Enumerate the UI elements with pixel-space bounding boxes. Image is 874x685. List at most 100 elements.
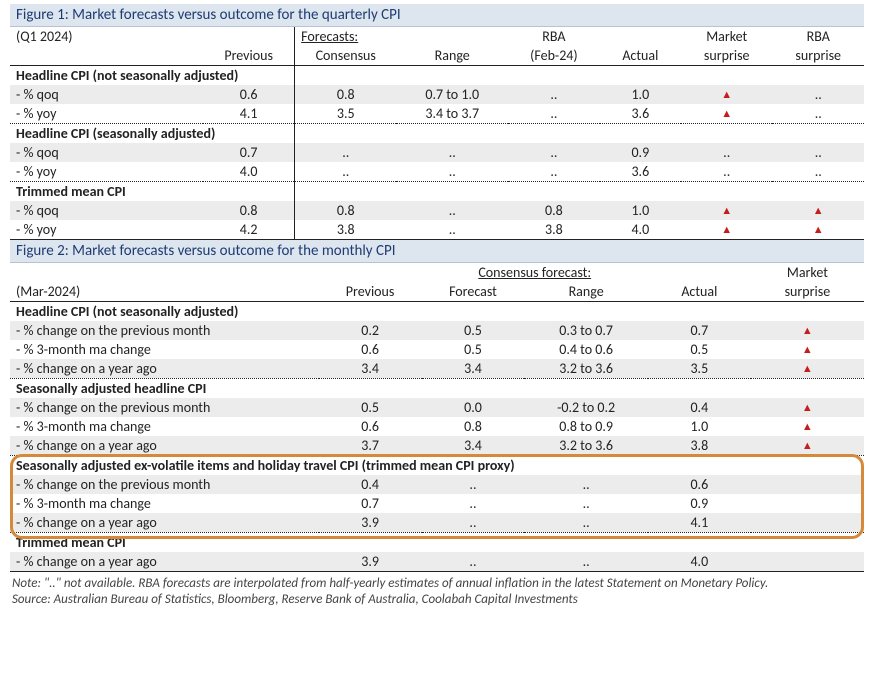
cell: ..: [422, 552, 525, 571]
cell: 4.1: [648, 513, 751, 533]
cell: ..: [422, 513, 525, 533]
cell: 3.7: [319, 436, 422, 456]
cell: ..: [508, 104, 600, 124]
table-row: - % change on a year ago 3.9 .. .. 4.1: [10, 513, 864, 533]
f2-sec0-label: Headline CPI (not seasonally adjusted): [10, 302, 864, 322]
f2-h-actual: Actual: [648, 282, 751, 302]
cell: 3.5: [648, 359, 751, 379]
triangle-icon: ▲: [772, 220, 864, 240]
table-row: - % 3-month ma change 0.6 0.5 0.4 to 0.6…: [10, 340, 864, 359]
cell: [751, 494, 864, 513]
cell: 0.7: [319, 494, 422, 513]
row-label: - % change on the previous month: [10, 321, 319, 340]
cell: 0.5: [319, 398, 422, 417]
cell: 3.9: [319, 513, 422, 533]
f2-sec2-label: Seasonally adjusted ex-volatile items an…: [10, 456, 864, 476]
figure1-table: (Q1 2024) Forecasts: RBA Market RBA Prev…: [10, 27, 864, 240]
f1-h-rba-top: RBA: [508, 27, 600, 46]
triangle-icon: ▲: [772, 201, 864, 220]
table-row: - % yoy 4.1 3.5 3.4 to 3.7 .. 3.6 ▲ ..: [10, 104, 864, 124]
table-row: - % yoy 4.0 .. .. .. 3.6 .. ..: [10, 162, 864, 182]
cell: ..: [396, 220, 508, 240]
cell: 0.8 to 0.9: [524, 417, 647, 436]
cell: 4.0: [203, 162, 295, 182]
f1-h-mkt-top: Market: [681, 27, 773, 46]
cell: ..: [772, 104, 864, 124]
cell: 3.4: [422, 359, 525, 379]
cell: 0.4: [648, 398, 751, 417]
cell: 3.6: [600, 104, 681, 124]
triangle-icon: ▲: [751, 398, 864, 417]
table-row: - % change on the previous month 0.4 .. …: [10, 475, 864, 494]
row-label: - % yoy: [10, 162, 203, 182]
table-row: - % qoq 0.6 0.8 0.7 to 1.0 .. 1.0 ▲ ..: [10, 85, 864, 104]
cell: ..: [396, 143, 508, 162]
cell: ..: [524, 494, 647, 513]
f2-h-fc: Forecast: [422, 282, 525, 302]
cell: 3.4 to 3.7: [396, 104, 508, 124]
f2-h-prev: Previous: [319, 282, 422, 302]
figure2-wrapper: Consensus forecast: Market (Mar-2024) Pr…: [10, 263, 864, 571]
f2-period: (Mar-2024): [10, 282, 319, 302]
f2-sec0-label-row: Headline CPI (not seasonally adjusted): [10, 302, 864, 322]
table-row: - % change on a year ago 3.4 3.4 3.2 to …: [10, 359, 864, 379]
cell: 3.6: [600, 162, 681, 182]
f2-sec1-label: Seasonally adjusted headline CPI: [10, 379, 864, 399]
cell: 0.2: [319, 321, 422, 340]
triangle-icon: ▲: [681, 220, 773, 240]
row-label: - % change on a year ago: [10, 513, 319, 533]
f1-h-cons: Consensus: [295, 46, 397, 66]
f2-h-cons-span: Consensus forecast:: [422, 263, 648, 282]
cell: 0.0: [422, 398, 525, 417]
f1-sec1-label-row: Headline CPI (seasonally adjusted): [10, 124, 864, 144]
cell: 3.2 to 3.6: [524, 359, 647, 379]
cell: 3.5: [295, 104, 397, 124]
cell: 3.8: [295, 220, 397, 240]
cell: -0.2 to 0.2: [524, 398, 647, 417]
figure2-title: Figure 2: Market forecasts versus outcom…: [10, 240, 864, 263]
cell: 0.9: [600, 143, 681, 162]
f2-sec1-label-row: Seasonally adjusted headline CPI: [10, 379, 864, 399]
f2-head-row2: (Mar-2024) Previous Forecast Range Actua…: [10, 282, 864, 302]
f1-h-prev: Previous: [203, 46, 295, 66]
row-label: - % 3-month ma change: [10, 417, 319, 436]
triangle-icon: ▲: [751, 359, 864, 379]
cell: 0.6: [648, 475, 751, 494]
cell: ..: [772, 143, 864, 162]
triangle-icon: ▲: [751, 436, 864, 456]
cell: 4.1: [203, 104, 295, 124]
f1-h-rbas-top: RBA: [772, 27, 864, 46]
row-label: - % qoq: [10, 143, 203, 162]
f2-h-mkt-sub: surprise: [751, 282, 864, 302]
cell: ..: [681, 143, 773, 162]
table-row: - % change on a year ago 3.9 .. .. 4.0: [10, 552, 864, 571]
cell: ..: [396, 201, 508, 220]
table-row: - % qoq 0.8 0.8 .. 0.8 1.0 ▲ ▲: [10, 201, 864, 220]
cell: 3.4: [319, 359, 422, 379]
row-label: - % yoy: [10, 220, 203, 240]
cell: ..: [508, 162, 600, 182]
cell: 0.6: [319, 417, 422, 436]
table-row: - % change on the previous month 0.5 0.0…: [10, 398, 864, 417]
cell: ..: [295, 143, 397, 162]
f1-h-forecasts: Forecasts:: [295, 27, 397, 46]
table-row: - % yoy 4.2 3.8 .. 3.8 4.0 ▲ ▲: [10, 220, 864, 240]
cell: 3.8: [508, 220, 600, 240]
cell: 4.0: [600, 220, 681, 240]
f1-h-rbas-sub: surprise: [772, 46, 864, 66]
cell: 0.4: [319, 475, 422, 494]
row-label: - % change on a year ago: [10, 359, 319, 379]
row-label: - % 3-month ma change: [10, 494, 319, 513]
cell: [751, 552, 864, 571]
f1-h-rba-sub: (Feb-24): [508, 46, 600, 66]
f1-sec0-label-row: Headline CPI (not seasonally adjusted): [10, 66, 864, 86]
note-line1: Note: ".." not available. RBA forecasts …: [12, 576, 768, 591]
cell: 3.8: [648, 436, 751, 456]
f2-h-range: Range: [524, 282, 647, 302]
f2-sec3-label: Trimmed mean CPI: [10, 533, 864, 553]
cell: 0.4 to 0.6: [524, 340, 647, 359]
triangle-icon: ▲: [751, 340, 864, 359]
cell: 0.8: [295, 85, 397, 104]
cell: ..: [681, 162, 773, 182]
triangle-icon: ▲: [751, 417, 864, 436]
